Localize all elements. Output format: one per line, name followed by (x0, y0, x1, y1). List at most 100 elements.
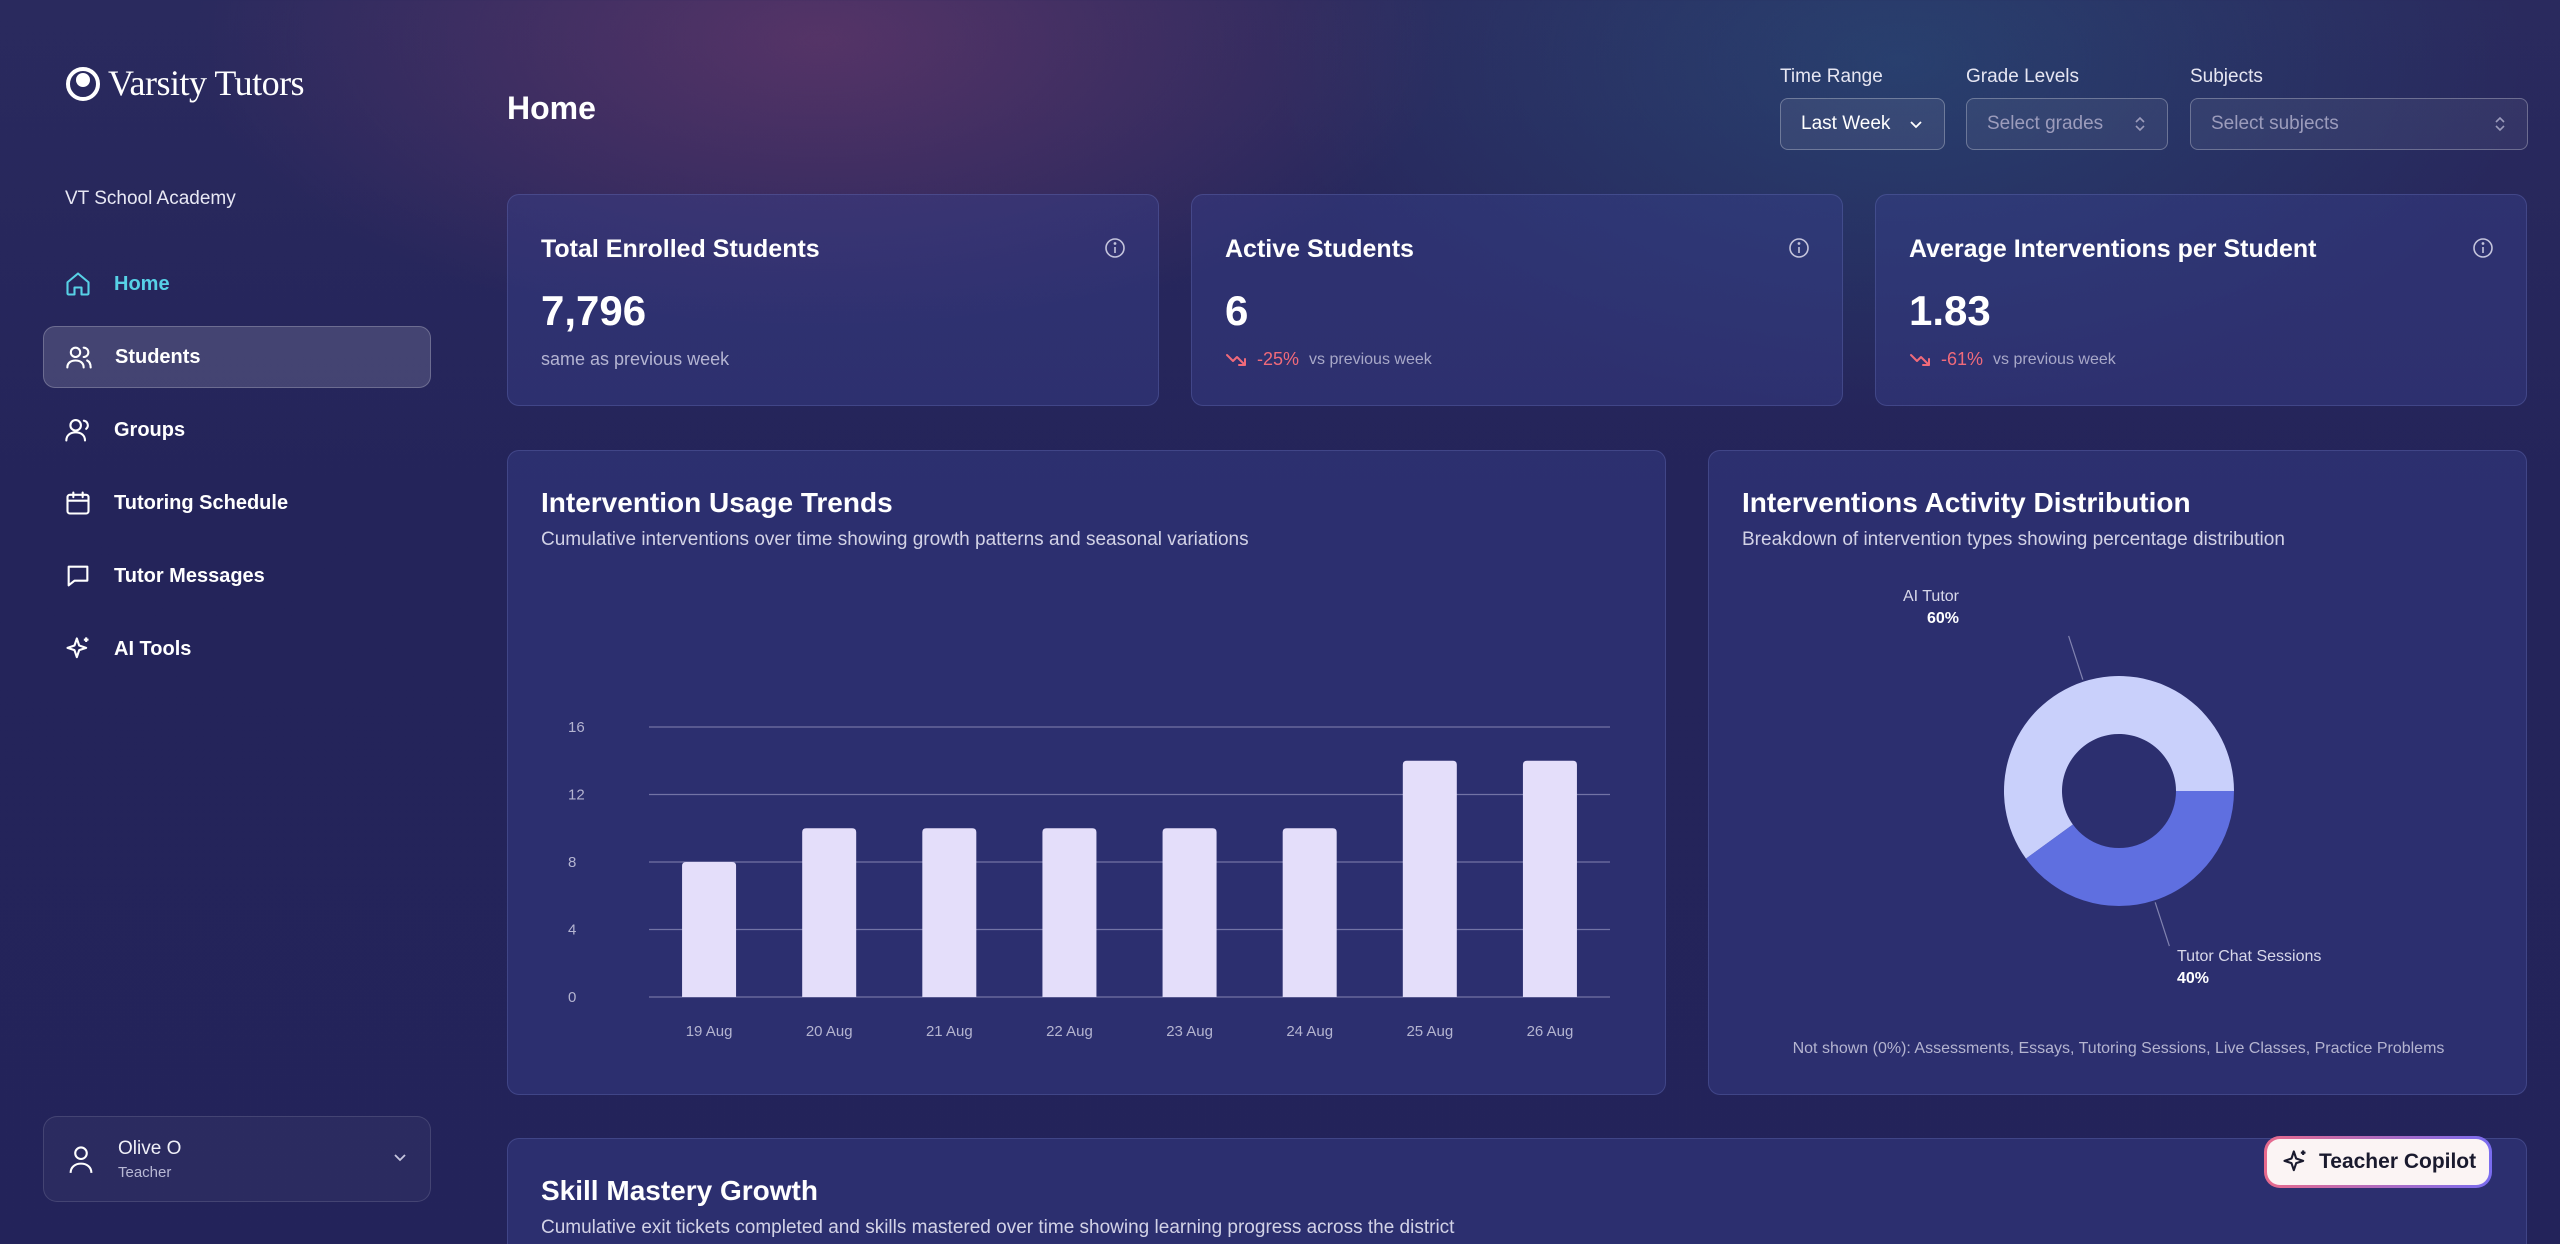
info-icon[interactable] (1788, 237, 1810, 259)
skill-mastery-card: Skill Mastery Growth Cumulative exit tic… (507, 1138, 2527, 1244)
subjects-placeholder: Select subjects (2211, 113, 2339, 134)
stat-card-total-enrolled: Total Enrolled Students 7,796 same as pr… (507, 194, 1159, 406)
skill-mastery-title: Skill Mastery Growth (541, 1175, 818, 1206)
usage-trends-subtitle: Cumulative interventions over time showi… (541, 529, 1249, 550)
home-icon (64, 270, 92, 298)
sidebar-item-label: AI Tools (114, 637, 192, 660)
info-icon[interactable] (1104, 237, 1126, 259)
x-tick-label: 19 Aug (686, 1023, 733, 1040)
stat-card-active-students: Active Students 6 -25% vs previous week (1191, 194, 1843, 406)
sparkle-icon (64, 635, 92, 663)
stat-card-avg-interventions: Average Interventions per Student 1.83 -… (1875, 194, 2527, 406)
y-tick-label: 8 (568, 854, 576, 871)
sidebar-nav: Home Students Groups Tutoring Schedule T… (43, 253, 431, 691)
stat-vs: vs previous week (1993, 350, 2116, 368)
time-range-select[interactable]: Last Week (1780, 98, 1945, 150)
distribution-chart: AI Tutor 60% Tutor Chat Sessions 40% (1903, 588, 2321, 987)
x-tick-label: 21 Aug (926, 1023, 973, 1040)
usage-trends-chart: 0 4 8 12 16 19 Aug 20 Aug 21 Aug 22 Aug 23 Aug 24 … (568, 719, 1610, 1040)
sidebar-item-label: Students (115, 345, 201, 368)
user-role: Teacher (118, 1163, 172, 1181)
brand-logo[interactable]: Varsity Tutors (64, 62, 305, 104)
students-icon (65, 343, 93, 371)
sidebar-item-label: Tutoring Schedule (114, 491, 289, 514)
x-tick-label: 23 Aug (1166, 1023, 1213, 1040)
stat-vs: vs previous week (1309, 350, 1432, 368)
bar (922, 828, 977, 997)
stat-sub: same as previous week (541, 349, 730, 369)
subjects-filter: Subjects Select subjects (2190, 66, 2528, 150)
grade-levels-select[interactable]: Select grades (1966, 98, 2168, 150)
bar (1042, 828, 1097, 997)
subjects-select[interactable]: Select subjects (2190, 98, 2528, 150)
sidebar-item-ai-tools[interactable]: AI Tools (43, 618, 431, 680)
donut-slice (2004, 675, 2234, 859)
sidebar-item-groups[interactable]: Groups (43, 399, 431, 461)
subjects-label: Subjects (2190, 66, 2263, 87)
sidebar-item-tutoring-schedule[interactable]: Tutoring Schedule (43, 472, 431, 534)
stat-value: 1.83 (1909, 287, 1991, 334)
trend-down-icon (1226, 353, 1246, 366)
stat-change: -61% (1941, 349, 1984, 369)
logo-icon (66, 67, 100, 101)
stat-change-row: -25% vs previous week (1225, 349, 1432, 370)
trend-down-icon (1910, 353, 1930, 366)
usage-trends-card: Intervention Usage Trends Cumulative int… (507, 450, 1666, 1095)
donut-slice (2025, 791, 2234, 906)
user-name: Olive O (118, 1137, 182, 1159)
sidebar: Varsity Tutors VT School Academy Home St… (0, 0, 470, 1244)
sidebar-item-label: Groups (114, 418, 186, 441)
distribution-footnote: Not shown (0%): Assessments, Essays, Tut… (1792, 1040, 2445, 1057)
sidebar-item-label: Home (114, 272, 170, 295)
info-icon[interactable] (2472, 237, 2494, 259)
chevron-updown-icon (2135, 116, 2145, 132)
user-icon (64, 1142, 98, 1176)
x-tick-label: 24 Aug (1286, 1023, 1333, 1040)
skill-mastery-subtitle: Cumulative exit tickets completed and sk… (541, 1217, 1455, 1238)
slice-leader-line (2154, 902, 2170, 947)
y-tick-label: 16 (568, 719, 585, 736)
sparkle-icon (2283, 1150, 2306, 1172)
sidebar-item-students[interactable]: Students (43, 326, 431, 388)
slice-label: Tutor Chat Sessions (2177, 948, 2321, 965)
y-tick-label: 4 (568, 922, 576, 939)
stat-change: -25% (1257, 349, 1300, 369)
slice-leader-line (2068, 635, 2084, 680)
slice-label: AI Tutor (1903, 588, 1960, 605)
distribution-subtitle: Breakdown of intervention types showing … (1742, 529, 2285, 550)
stat-title: Average Interventions per Student (1909, 235, 2317, 263)
distribution-title: Interventions Activity Distribution (1742, 487, 2191, 518)
bar (1522, 760, 1577, 997)
chevron-updown-icon (2495, 116, 2505, 132)
grade-levels-filter: Grade Levels Select grades (1966, 66, 2168, 150)
brand-name: Varsity Tutors (108, 63, 305, 103)
usage-trends-title: Intervention Usage Trends (541, 487, 893, 518)
sidebar-item-label: Tutor Messages (114, 564, 265, 587)
groups-icon (64, 416, 92, 444)
teacher-copilot-label: Teacher Copilot (2319, 1150, 2477, 1173)
slice-value-label: 40% (2177, 970, 2209, 987)
stat-value: 6 (1225, 287, 1249, 334)
x-tick-label: 25 Aug (1406, 1023, 1453, 1040)
sidebar-item-home[interactable]: Home (43, 253, 431, 315)
x-tick-label: 20 Aug (806, 1023, 853, 1040)
y-tick-label: 0 (568, 989, 576, 1006)
x-tick-label: 22 Aug (1046, 1023, 1093, 1040)
org-name: VT School Academy (65, 188, 236, 209)
y-tick-label: 12 (568, 787, 585, 804)
time-range-value: Last Week (1801, 113, 1891, 134)
teacher-copilot-button[interactable]: Teacher Copilot (2264, 1136, 2492, 1188)
page-title: Home (507, 90, 596, 126)
bar (682, 862, 737, 997)
time-range-label: Time Range (1780, 66, 1883, 87)
user-menu[interactable]: Olive O Teacher (43, 1116, 431, 1202)
grade-levels-label: Grade Levels (1966, 66, 2080, 87)
sidebar-item-tutor-messages[interactable]: Tutor Messages (43, 545, 431, 607)
bar (1402, 760, 1457, 997)
calendar-icon (64, 489, 92, 517)
stat-title: Active Students (1225, 235, 1414, 263)
bar (802, 828, 857, 997)
bar (1282, 828, 1337, 997)
x-tick-label: 26 Aug (1527, 1023, 1574, 1040)
stat-change-row: -61% vs previous week (1909, 349, 2116, 370)
